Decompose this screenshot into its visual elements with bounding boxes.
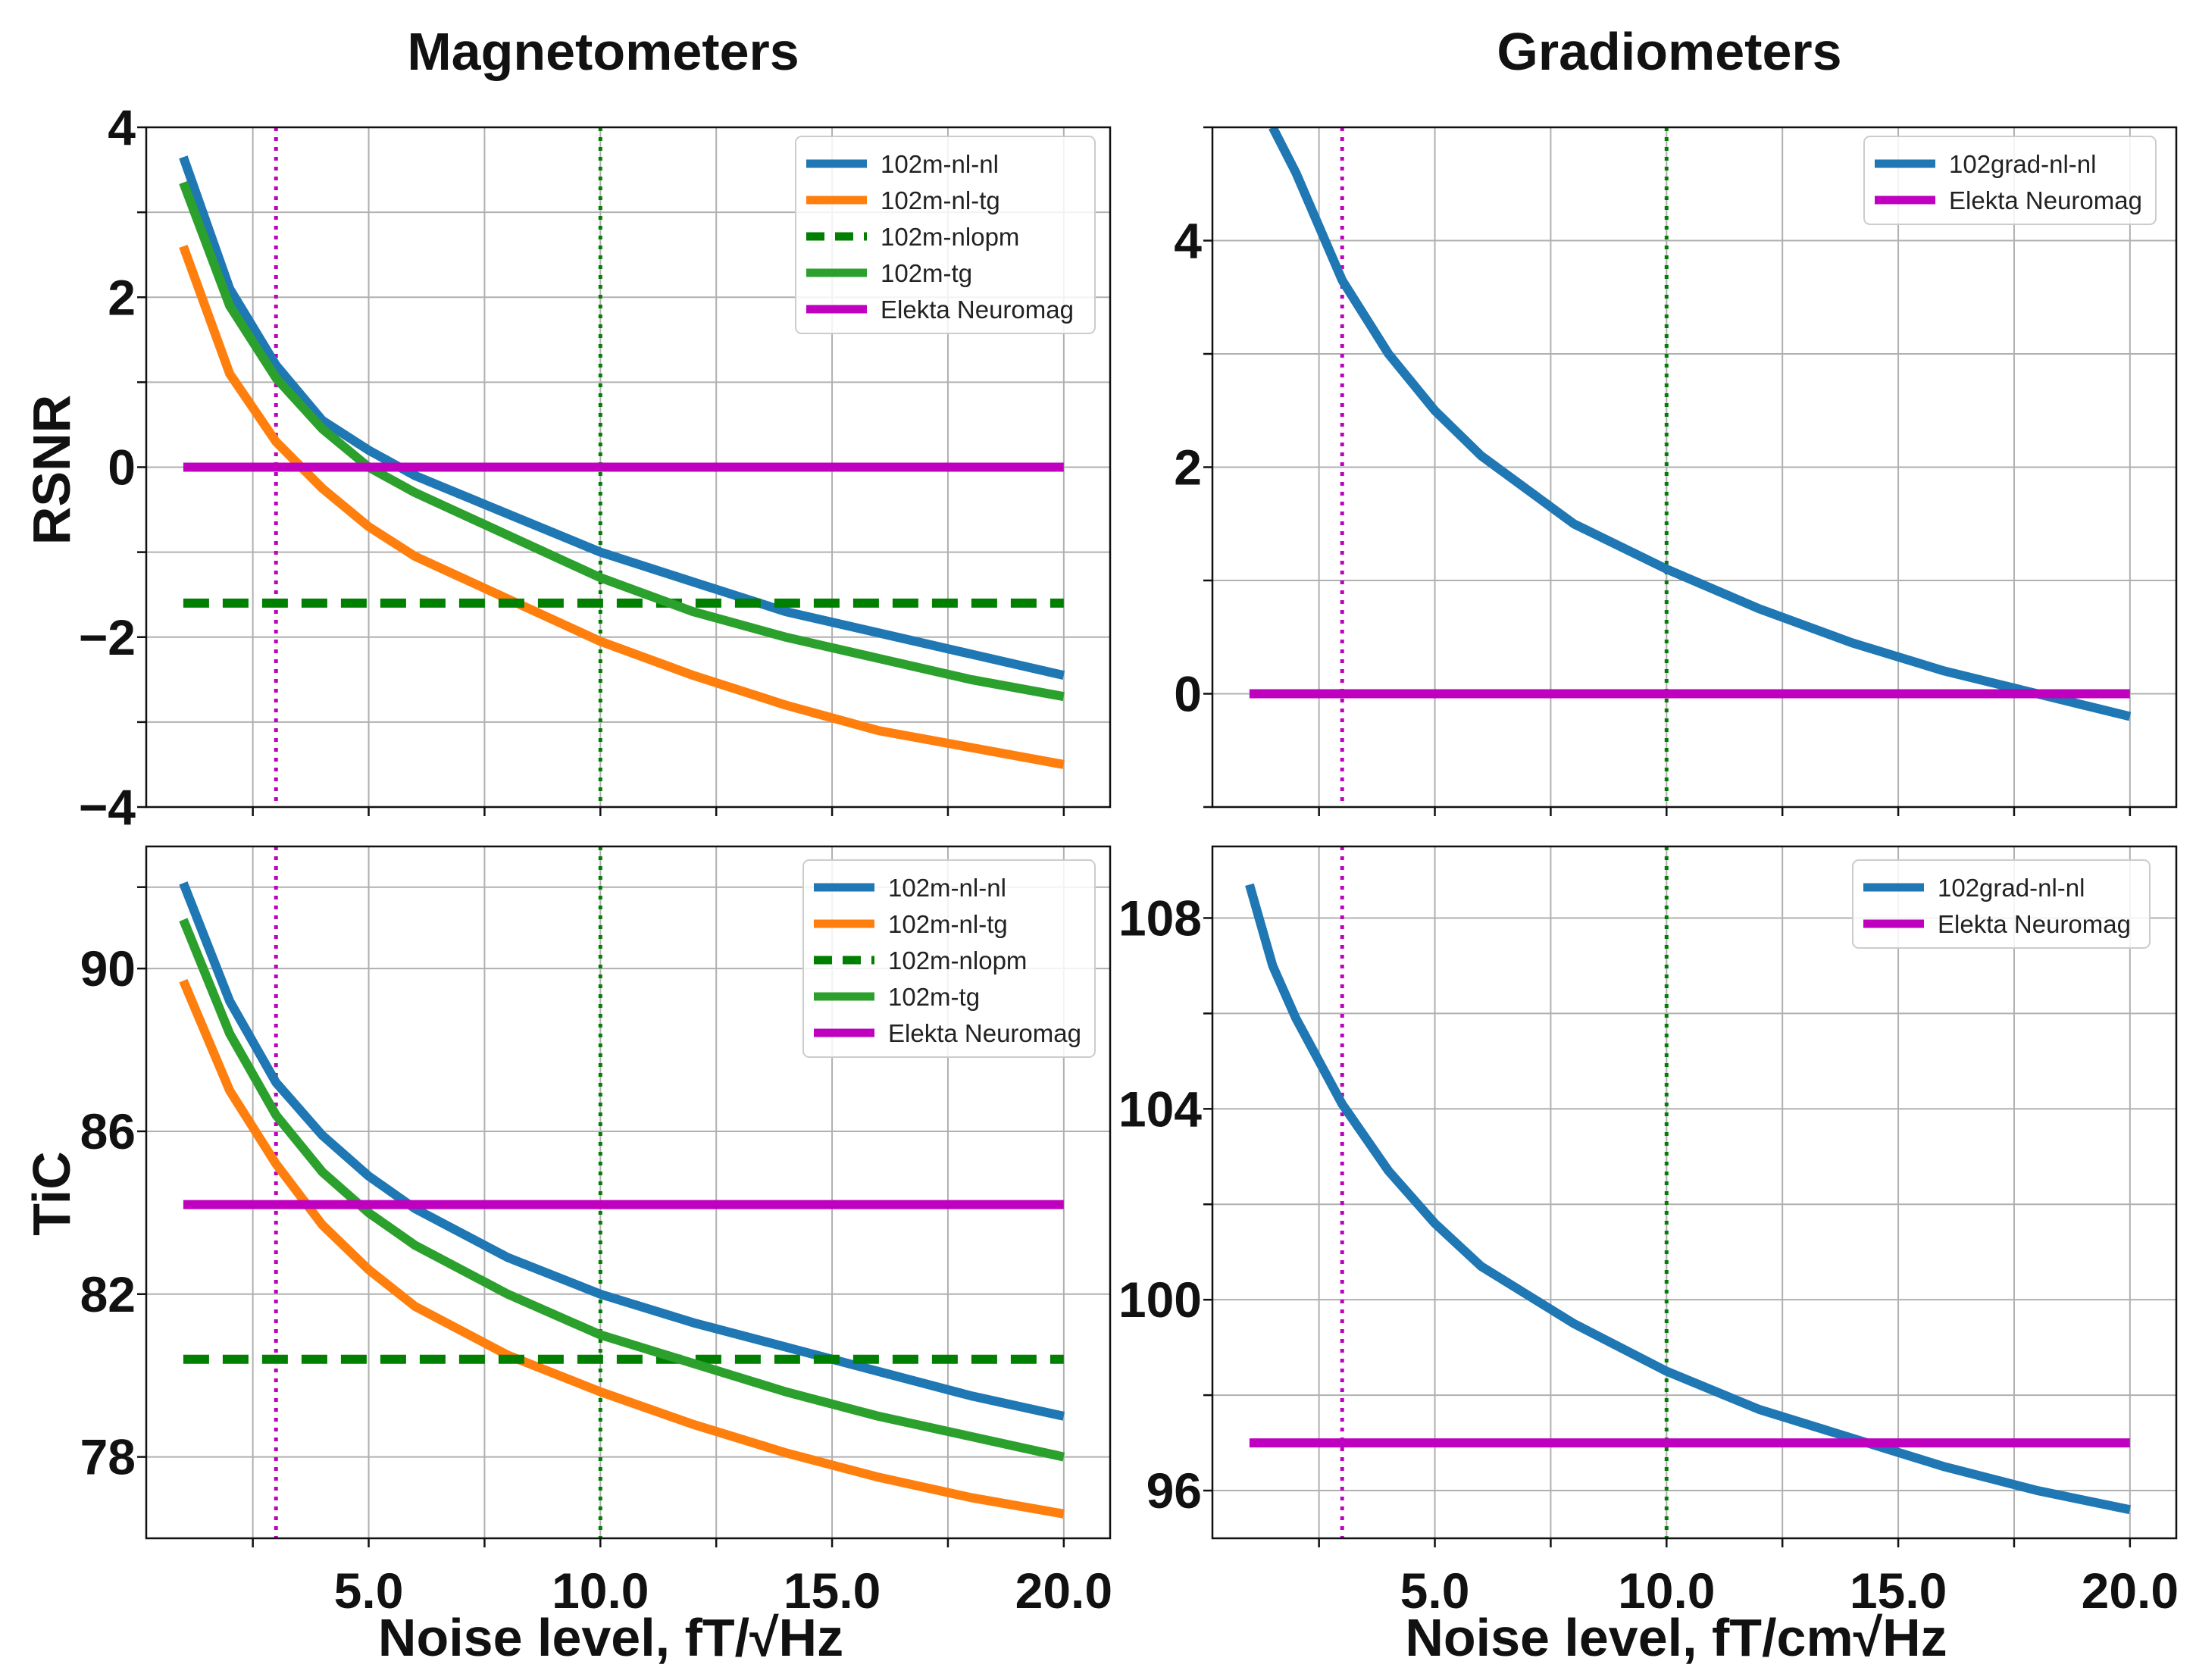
legend-label: Elekta Neuromag — [1938, 910, 2131, 938]
x-tick-label: 15.0 — [1850, 1563, 1947, 1619]
x-label-left: Noise level, fT/√Hz — [378, 1608, 843, 1667]
panel-grad_tic: 96 100 104 108 5.0 10.0 15.0 20.0 102grad-nl-nl E… — [1118, 845, 2179, 1619]
legend: 102m-nl-nl 102m-nl-tg 102m-nlopm 102m-tg Ele… — [795, 136, 1096, 334]
y-tick-label: 104 — [1118, 1081, 1202, 1137]
y-tick-label: −2 — [79, 609, 136, 665]
x-tick-label: 10.0 — [552, 1563, 649, 1619]
legend: 102grad-nl-nl Elekta Neuromag — [1863, 136, 2157, 225]
rsnr-ylabel: RSNR — [22, 395, 81, 545]
legend-box — [1852, 859, 2151, 949]
x-tick-label: 10.0 — [1618, 1563, 1715, 1619]
y-tick-label: 90 — [80, 940, 136, 996]
legend-box — [802, 859, 1096, 1058]
axes-frame — [145, 845, 1112, 1540]
y-tick-label: 4 — [108, 99, 136, 155]
legend-label: 102m-nlopm — [881, 223, 1019, 251]
y-tick-label: 2 — [1174, 440, 1202, 496]
series-line-102grad-nl-nl — [1245, 883, 2132, 1515]
legend-label: 102grad-nl-nl — [1938, 874, 2085, 902]
legend-label: 102grad-nl-nl — [1949, 150, 2096, 178]
series-line-102grad-nl-nl — [1268, 127, 2132, 721]
legend-box — [1863, 136, 2157, 225]
series-line-102m-nl-nl — [179, 155, 1065, 680]
series-group — [1245, 883, 2132, 1515]
y-tick-label: 0 — [108, 440, 136, 496]
legend-label: 102m-tg — [881, 259, 972, 287]
x-label-right: Noise level, fT/cm√Hz — [1405, 1608, 1947, 1667]
y-tick-label: 4 — [1174, 213, 1202, 269]
y-tick-label: 100 — [1118, 1272, 1202, 1328]
legend-label: Elekta Neuromag — [881, 296, 1074, 324]
x-tick-label: 20.0 — [2082, 1563, 2179, 1619]
series-group — [179, 155, 1065, 769]
y-tick-label: 96 — [1146, 1463, 1202, 1519]
panel-grad_rsnr: 0 2 4 102grad-nl-nl Elekta Neuromag — [1174, 126, 2178, 816]
y-tick-label: 78 — [80, 1429, 136, 1485]
series-group — [1249, 127, 2132, 721]
tic-ylabel: TiC — [22, 1151, 81, 1236]
x-tick-label: 15.0 — [784, 1563, 881, 1619]
y-tick-label: 82 — [80, 1266, 136, 1322]
legend-label: 102m-nl-nl — [881, 150, 999, 178]
legend-label: Elekta Neuromag — [1949, 186, 2142, 214]
legend-label: Elekta Neuromag — [888, 1019, 1081, 1047]
legend-label: 102m-nl-tg — [881, 186, 1000, 214]
legend: 102m-nl-nl 102m-nl-tg 102m-nlopm 102m-tg Ele… — [802, 859, 1096, 1058]
legend-label: 102m-nl-nl — [888, 874, 1006, 902]
legend-label: 102m-nl-tg — [888, 910, 1008, 938]
series-line-102m-tg — [179, 180, 1065, 702]
x-tick-label: 5.0 — [1400, 1563, 1470, 1619]
axes-frame — [1211, 845, 2178, 1540]
y-tick-label: 108 — [1118, 890, 1202, 946]
y-tick-label: 86 — [80, 1103, 136, 1159]
magnetometers-title: Magnetometers — [407, 22, 799, 81]
y-tick-label: −4 — [79, 779, 136, 835]
series-line-102m-tg — [179, 918, 1065, 1462]
legend-label: 102m-tg — [888, 983, 980, 1011]
panels: −4−2024102m-nl-nl102m-nl-tg102m-nlopm102… — [79, 99, 2179, 1619]
x-tick-label: 5.0 — [334, 1563, 404, 1619]
y-tick-label: 2 — [108, 269, 136, 325]
gradiometers-title: Gradiometers — [1497, 22, 1841, 81]
legend-label: 102m-nlopm — [888, 946, 1027, 975]
y-tick-label: 0 — [1174, 666, 1202, 722]
panel-mag_rsnr: −4−2024102m-nl-nl102m-nl-tg102m-nlopm102… — [79, 99, 1112, 835]
legend-box — [795, 136, 1096, 334]
x-tick-label: 20.0 — [1015, 1563, 1112, 1619]
series-group — [179, 881, 1065, 1519]
legend: 102grad-nl-nl Elekta Neuromag — [1852, 859, 2151, 949]
series-line-102m-nl-nl — [179, 881, 1065, 1421]
